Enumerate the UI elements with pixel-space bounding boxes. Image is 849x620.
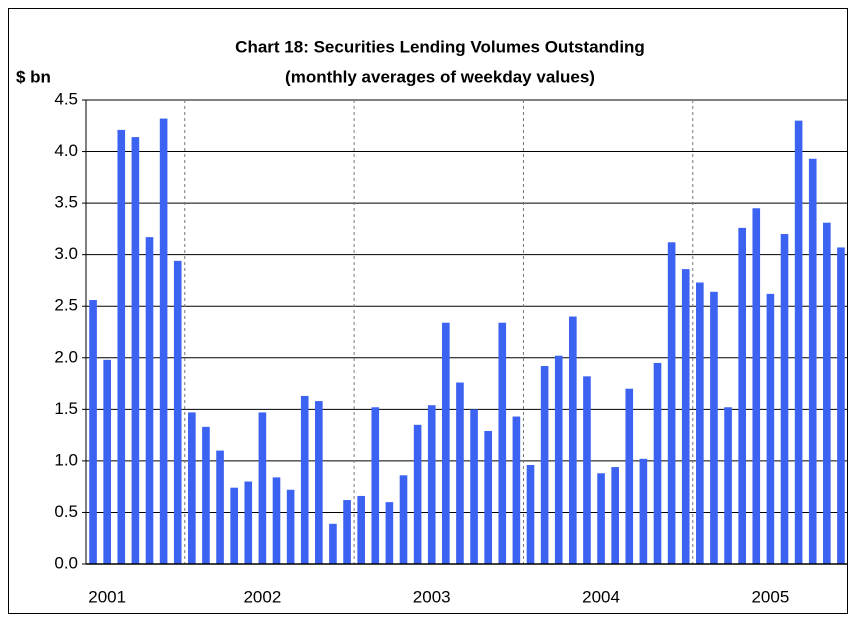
y-tick-label: 1.5 — [54, 399, 78, 418]
bar — [583, 376, 591, 564]
bar — [357, 495, 365, 564]
bar — [526, 465, 535, 564]
bar — [498, 322, 507, 564]
bar — [315, 401, 323, 564]
bar — [823, 222, 831, 565]
y-tick-label: 0.5 — [54, 502, 78, 521]
bar — [244, 481, 253, 564]
x-tick-label: 2001 — [88, 587, 126, 606]
bar — [329, 523, 337, 564]
bar — [159, 118, 168, 564]
bar — [710, 291, 718, 564]
bar — [696, 282, 704, 564]
bar — [667, 242, 676, 564]
bar — [780, 234, 789, 565]
bar — [145, 237, 154, 565]
bar — [272, 477, 281, 564]
bar — [413, 424, 422, 564]
y-axis-label: $ bn — [16, 67, 51, 86]
bar — [343, 500, 351, 564]
bar — [258, 412, 267, 564]
bar — [639, 458, 648, 564]
y-tick-label: 3.5 — [54, 193, 78, 212]
bar — [117, 129, 126, 564]
bar — [724, 407, 732, 564]
bar — [569, 316, 577, 564]
bar — [286, 489, 295, 564]
bar — [625, 388, 634, 564]
bar — [752, 208, 761, 564]
bar — [681, 269, 690, 564]
bar — [653, 362, 662, 564]
bar — [597, 473, 605, 564]
y-tick-label: 4.0 — [54, 141, 78, 160]
bar — [89, 300, 97, 564]
bar — [230, 487, 238, 564]
bar — [103, 359, 111, 564]
bar — [766, 293, 775, 564]
bar — [131, 137, 140, 564]
bar — [456, 382, 464, 564]
bar — [188, 412, 196, 564]
bar — [300, 395, 309, 564]
bar — [371, 407, 380, 564]
bar — [738, 227, 746, 564]
bar — [837, 247, 845, 564]
bar — [540, 366, 549, 564]
bar — [399, 475, 408, 564]
bar — [216, 450, 224, 564]
y-tick-label: 1.0 — [54, 450, 78, 469]
x-tick-label: 2003 — [413, 587, 451, 606]
bar — [808, 158, 817, 565]
bar — [442, 322, 450, 564]
bar — [611, 467, 619, 564]
bar — [173, 260, 182, 564]
y-tick-label: 4.5 — [54, 89, 78, 108]
bar — [484, 430, 492, 564]
chart-subtitle: (monthly averages of weekday values) — [285, 67, 595, 86]
y-tick-label: 2.0 — [54, 347, 78, 366]
y-tick-label: 3.0 — [54, 244, 78, 263]
bar — [554, 355, 563, 564]
bar — [512, 416, 521, 564]
chart-title: Chart 18: Securities Lending Volumes Out… — [235, 37, 645, 56]
y-tick-label: 0.0 — [54, 553, 78, 572]
x-tick-label: 2002 — [243, 587, 281, 606]
bar — [794, 120, 803, 564]
bar — [385, 502, 394, 564]
bar — [427, 405, 436, 564]
bar — [202, 426, 210, 564]
x-tick-label: 2004 — [582, 587, 620, 606]
bar — [470, 409, 478, 564]
x-tick-label: 2005 — [751, 587, 789, 606]
y-tick-label: 2.5 — [54, 296, 78, 315]
